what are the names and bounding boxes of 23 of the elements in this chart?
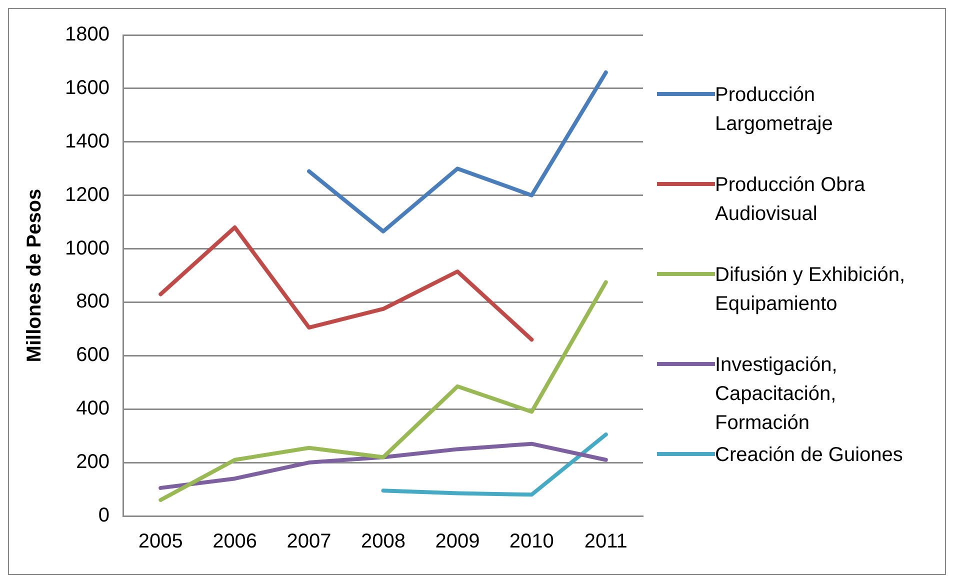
x-tick-label: 2009 bbox=[435, 530, 480, 553]
y-tick-label: 1600 bbox=[64, 76, 110, 99]
x-tick-label: 2008 bbox=[360, 530, 406, 553]
y-tick-label: 0 bbox=[98, 504, 110, 527]
x-tick-label: 2005 bbox=[138, 530, 183, 553]
y-tick-label: 1800 bbox=[64, 24, 110, 46]
legend-label: Creación de Guiones bbox=[715, 443, 903, 468]
y-tick-label: 1200 bbox=[64, 184, 110, 206]
legend-label: Producción Obra Audiovisual bbox=[715, 173, 866, 227]
y-tick-label: 800 bbox=[76, 290, 110, 313]
y-tick-label: 1400 bbox=[64, 130, 110, 152]
y-tick-label: 400 bbox=[76, 398, 110, 420]
legend-label: Investigación, Capacitación, Formación bbox=[715, 353, 838, 436]
x-tick-label: 2010 bbox=[509, 530, 554, 553]
legend-label: Producción Largometraje bbox=[715, 83, 834, 137]
x-tick-label: 2011 bbox=[584, 530, 628, 553]
x-tick-label: 2006 bbox=[212, 530, 258, 553]
y-tick-label: 200 bbox=[76, 451, 110, 474]
y-tick-label: 1000 bbox=[64, 237, 110, 260]
y-tick-label: 600 bbox=[76, 344, 110, 366]
y-axis-title: Millones de Pesos bbox=[24, 188, 46, 362]
legend-label: Difusión y Exhibición, Equipamiento bbox=[715, 263, 906, 317]
x-tick-label: 2007 bbox=[286, 530, 332, 553]
